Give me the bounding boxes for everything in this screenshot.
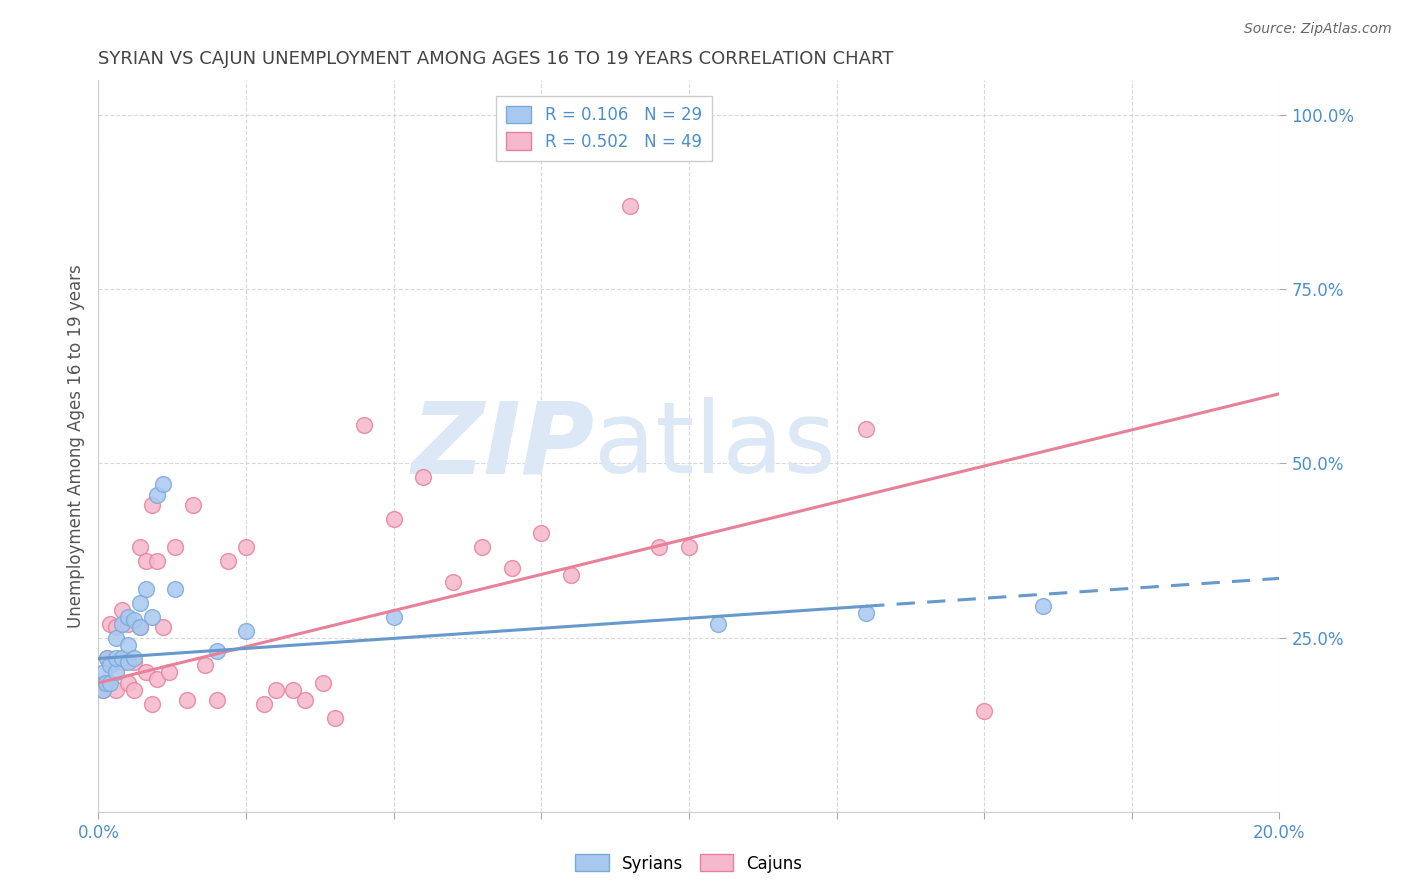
Point: [91, 682, 114, 697]
Point: [105, 651, 128, 665]
Text: ZIP: ZIP: [412, 398, 595, 494]
Point: [135, 582, 157, 596]
Point: [98, 676, 121, 690]
Point: [111, 651, 134, 665]
Point: [105, 631, 128, 645]
Point: [855, 421, 877, 435]
Point: [146, 673, 169, 687]
Point: [122, 682, 145, 697]
Point: [323, 711, 346, 725]
Point: [96, 651, 118, 665]
Y-axis label: Unemployment Among Ages 16 to 19 years: Unemployment Among Ages 16 to 19 years: [66, 264, 84, 628]
Point: [128, 596, 150, 610]
Point: [111, 616, 134, 631]
Point: [105, 665, 128, 680]
Text: atlas: atlas: [595, 398, 837, 494]
Point: [501, 561, 523, 575]
Point: [619, 199, 641, 213]
Point: [117, 609, 139, 624]
Point: [855, 606, 877, 620]
Point: [382, 609, 405, 624]
Point: [91, 682, 114, 697]
Point: [176, 693, 198, 707]
Point: [264, 682, 287, 697]
Point: [93, 665, 115, 680]
Point: [973, 704, 995, 718]
Point: [560, 567, 582, 582]
Point: [253, 697, 276, 711]
Point: [205, 644, 228, 658]
Point: [117, 616, 139, 631]
Point: [135, 554, 157, 568]
Point: [135, 665, 157, 680]
Point: [96, 651, 118, 665]
Point: [111, 655, 134, 669]
Point: [165, 582, 187, 596]
Point: [412, 470, 434, 484]
Point: [94, 676, 117, 690]
Point: [235, 540, 257, 554]
Legend: Syrians, Cajuns: Syrians, Cajuns: [568, 847, 810, 880]
Point: [205, 693, 228, 707]
Point: [157, 665, 180, 680]
Text: Source: ZipAtlas.com: Source: ZipAtlas.com: [1244, 22, 1392, 37]
Point: [105, 620, 128, 634]
Point: [441, 574, 464, 589]
Point: [122, 655, 145, 669]
Point: [128, 540, 150, 554]
Point: [294, 693, 316, 707]
Point: [98, 616, 121, 631]
Point: [194, 658, 217, 673]
Point: [111, 603, 134, 617]
Point: [128, 620, 150, 634]
Point: [217, 554, 239, 568]
Point: [128, 620, 150, 634]
Point: [312, 676, 335, 690]
Point: [707, 616, 730, 631]
Point: [98, 658, 121, 673]
Point: [98, 655, 121, 669]
Point: [353, 418, 375, 433]
Point: [471, 540, 494, 554]
Point: [141, 697, 163, 711]
Point: [181, 498, 204, 512]
Point: [146, 488, 169, 502]
Point: [117, 676, 139, 690]
Point: [122, 651, 145, 665]
Point: [382, 512, 405, 526]
Point: [117, 655, 139, 669]
Point: [105, 682, 128, 697]
Point: [152, 477, 174, 491]
Point: [678, 540, 700, 554]
Text: SYRIAN VS CAJUN UNEMPLOYMENT AMONG AGES 16 TO 19 YEARS CORRELATION CHART: SYRIAN VS CAJUN UNEMPLOYMENT AMONG AGES …: [98, 50, 894, 68]
Legend: R = 0.106   N = 29, R = 0.502   N = 49: R = 0.106 N = 29, R = 0.502 N = 49: [496, 96, 711, 161]
Point: [235, 624, 257, 638]
Point: [1032, 599, 1054, 614]
Point: [152, 620, 174, 634]
Point: [117, 638, 139, 652]
Point: [146, 554, 169, 568]
Point: [530, 526, 553, 541]
Point: [93, 676, 115, 690]
Point: [648, 540, 671, 554]
Point: [141, 609, 163, 624]
Point: [122, 613, 145, 627]
Point: [165, 540, 187, 554]
Point: [141, 498, 163, 512]
Point: [283, 682, 305, 697]
